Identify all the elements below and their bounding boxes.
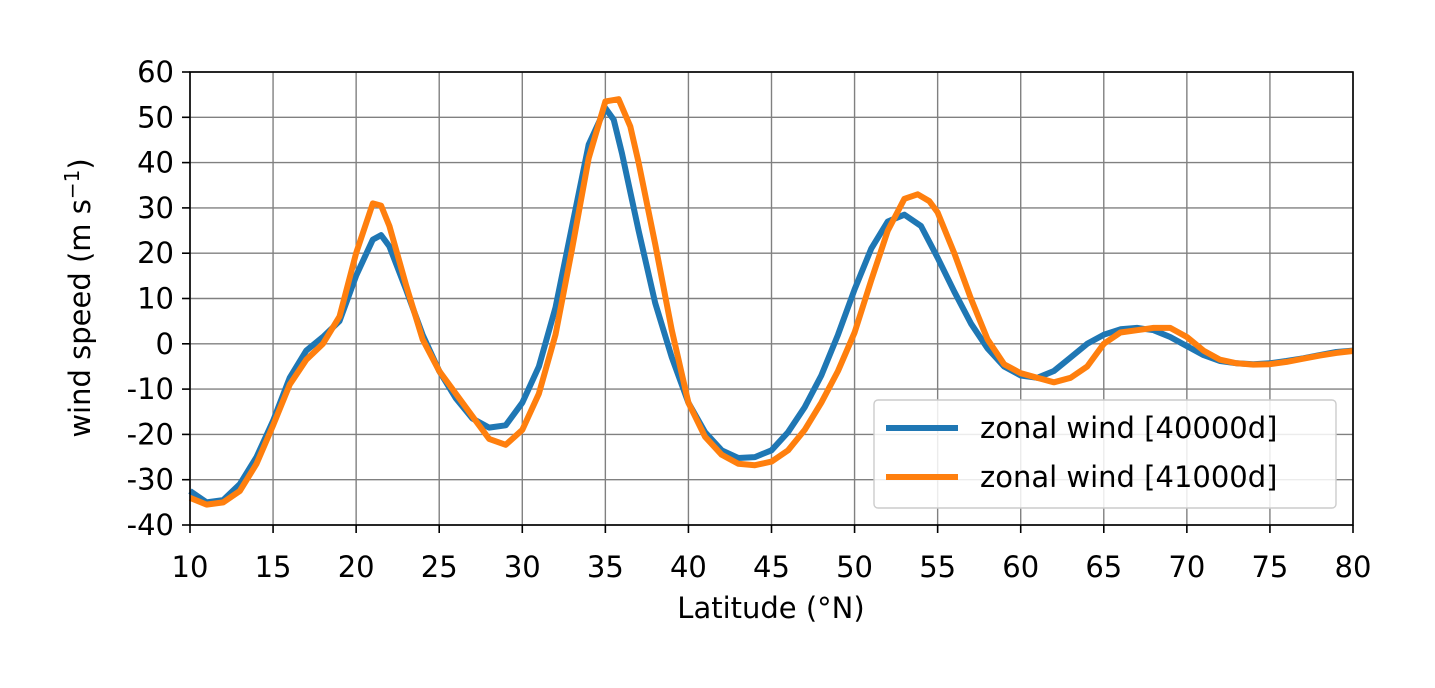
x-tick-label-40: 40 bbox=[670, 550, 707, 584]
tick-marks bbox=[182, 71, 1354, 533]
legend-label-series-0: zonal wind [40000d] bbox=[980, 411, 1277, 445]
x-tick-label-45: 45 bbox=[753, 550, 790, 584]
y-axis-label-superscript: −1 bbox=[60, 170, 84, 199]
series-line-1 bbox=[188, 96, 1354, 508]
y-tick-label--20: -20 bbox=[127, 417, 174, 451]
x-tick-label-30: 30 bbox=[504, 550, 541, 584]
y-tick-label-50: 50 bbox=[137, 100, 174, 134]
x-tick-label-10: 10 bbox=[172, 550, 209, 584]
legend-label-series-1: zonal wind [41000d] bbox=[980, 460, 1277, 494]
y-tick-label--10: -10 bbox=[127, 372, 174, 406]
y-tick-label-20: 20 bbox=[137, 236, 174, 270]
legend: zonal wind [40000d] zonal wind [41000d] bbox=[873, 399, 1337, 509]
y-axis-label-main: wind speed (m s bbox=[63, 199, 97, 438]
x-tick-label-70: 70 bbox=[1168, 550, 1205, 584]
y-tick-label-0: 0 bbox=[156, 327, 174, 361]
x-tick-label-50: 50 bbox=[836, 550, 873, 584]
y-tick-label--40: -40 bbox=[127, 508, 174, 542]
y-tick-label-40: 40 bbox=[137, 146, 174, 180]
x-tick-label-35: 35 bbox=[587, 550, 624, 584]
x-tick-label-15: 15 bbox=[255, 550, 292, 584]
x-tick-label-55: 55 bbox=[919, 550, 956, 584]
y-tick-label-30: 30 bbox=[137, 191, 174, 225]
x-tick-label-65: 65 bbox=[1085, 550, 1122, 584]
x-tick-label-60: 60 bbox=[1002, 550, 1039, 584]
x-tick-label-75: 75 bbox=[1251, 550, 1288, 584]
y-tick-label--30: -30 bbox=[127, 463, 174, 497]
y-axis-label-close: ) bbox=[63, 158, 97, 169]
tick-labels: 10 15 20 25 30 35 40 45 50 55 60 65 70 75 80 -40 -30 -20 -… bbox=[127, 55, 1372, 584]
x-tick-label-20: 20 bbox=[338, 550, 375, 584]
x-axis-label: Latitude (°N) bbox=[677, 591, 864, 625]
legend-box bbox=[873, 399, 1337, 509]
y-tick-label-10: 10 bbox=[137, 282, 174, 316]
y-axis-label: wind speed (m s−1) bbox=[60, 158, 97, 437]
x-tick-label-80: 80 bbox=[1335, 550, 1372, 584]
series-layer bbox=[188, 96, 1354, 508]
y-tick-label-60: 60 bbox=[137, 55, 174, 89]
x-tick-label-25: 25 bbox=[421, 550, 458, 584]
